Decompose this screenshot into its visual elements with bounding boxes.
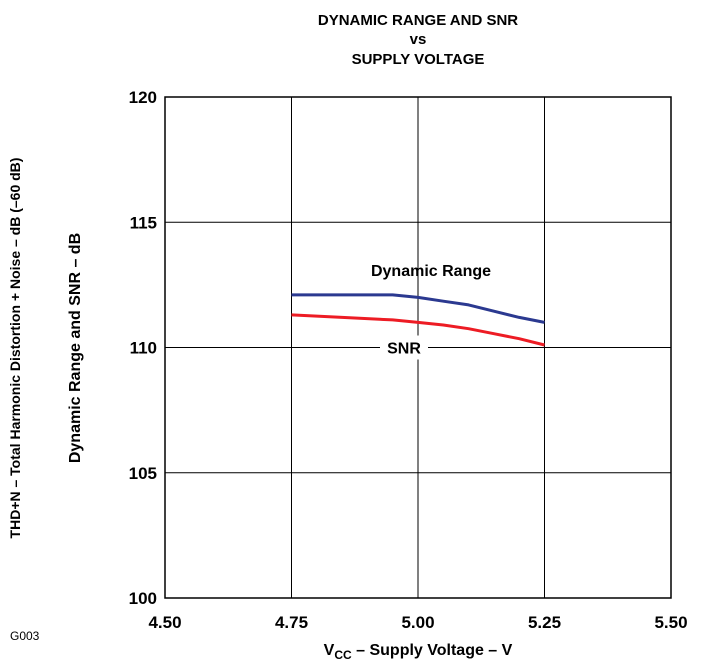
x-tick-labels: 4.50 4.75 5.00 5.25 5.50 — [148, 613, 687, 632]
y-tick-label-1: 105 — [129, 464, 157, 483]
series-label-0: Dynamic Range — [371, 263, 491, 280]
x-tick-label-3: 5.25 — [528, 613, 561, 632]
series-label-1: SNR — [387, 341, 421, 358]
x-tick-label-0: 4.50 — [148, 613, 181, 632]
y-axis-label: Dynamic Range and SNR – dB — [67, 233, 84, 463]
series-line-1 — [291, 313, 545, 347]
series-lines — [291, 293, 545, 347]
series-label-1-background — [380, 335, 428, 360]
chart-title-line-2: vs — [410, 31, 427, 48]
y-tick-label-3: 115 — [130, 213, 157, 232]
y-tick-label-4: 120 — [129, 88, 157, 107]
chart-title-line-1: DYNAMIC RANGE AND SNR — [318, 12, 518, 29]
x-axis-label-main: V — [324, 642, 335, 659]
figure-code: G003 — [10, 629, 40, 643]
plot-frame — [164, 96, 672, 599]
y-tick-label-2: 110 — [130, 339, 157, 358]
series-line-0 — [291, 293, 545, 324]
y-axis-label-secondary: THD+N – Total Harmonic Distortion + Nois… — [7, 158, 23, 539]
chart-title-line-3: SUPPLY VOLTAGE — [352, 51, 485, 68]
series-labels: Dynamic Range SNR — [371, 263, 491, 360]
x-tick-label-1: 4.75 — [275, 613, 308, 632]
x-tick-label-2: 5.00 — [401, 613, 434, 632]
y-tick-label-0: 100 — [129, 589, 157, 608]
x-axis-label-subscript: CC — [334, 648, 352, 662]
x-axis-label-rest: – Supply Voltage – V — [352, 642, 513, 659]
x-axis-label: VCC – Supply Voltage – V — [324, 642, 513, 662]
y-tick-labels: 100 105 110 115 120 — [129, 88, 157, 608]
x-tick-label-4: 5.50 — [654, 613, 687, 632]
